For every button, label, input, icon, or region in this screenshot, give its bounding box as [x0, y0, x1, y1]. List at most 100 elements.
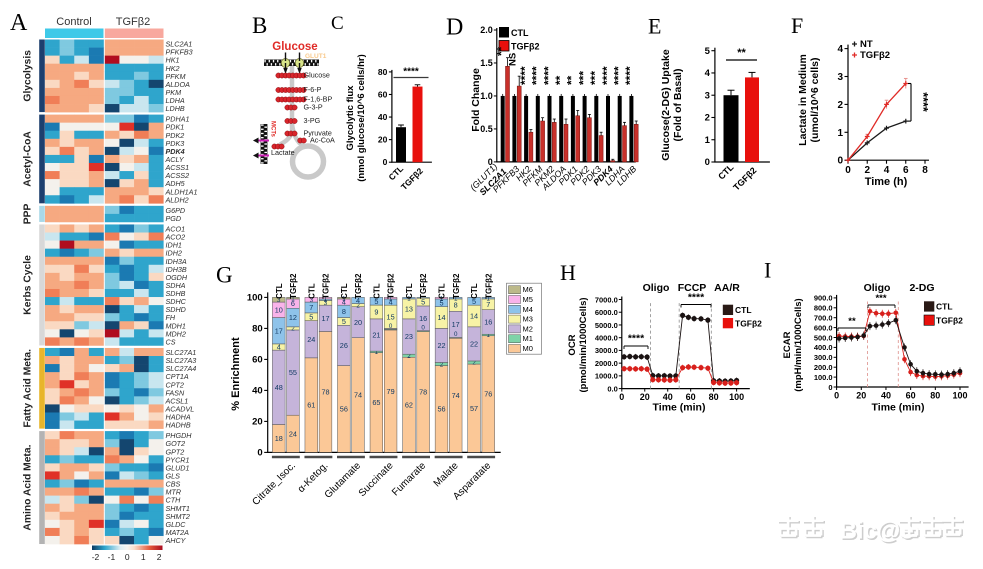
svg-text:FH: FH	[166, 313, 176, 322]
svg-text:MCTs: MCTs	[270, 121, 276, 138]
svg-text:48: 48	[275, 383, 283, 392]
svg-text:****: ****	[518, 66, 532, 85]
svg-text:Pyruvate: Pyruvate	[304, 129, 332, 138]
svg-text:SHMT2: SHMT2	[166, 512, 190, 521]
svg-text:TGFβ2: TGFβ2	[484, 273, 493, 299]
svg-text:4000.0: 4000.0	[595, 333, 618, 342]
svg-text:0: 0	[705, 157, 710, 168]
svg-text:PDK1: PDK1	[166, 123, 185, 132]
svg-text:CTL: CTL	[275, 283, 284, 299]
svg-text:D: D	[446, 15, 463, 41]
svg-text:61: 61	[307, 401, 315, 410]
svg-text:(umol/10^6 cells): (umol/10^6 cells)	[809, 58, 821, 143]
svg-text:TGFβ2: TGFβ2	[511, 42, 540, 52]
svg-text:0: 0	[389, 323, 393, 330]
svg-text:9: 9	[374, 308, 378, 317]
svg-text:PGD: PGD	[166, 214, 182, 223]
svg-text:M5: M5	[523, 295, 533, 304]
svg-text:SDHC: SDHC	[166, 297, 187, 306]
svg-text:AA/R: AA/R	[714, 282, 740, 294]
svg-text:8: 8	[922, 165, 928, 176]
svg-text:200.0: 200.0	[814, 363, 833, 372]
svg-text:PFKM: PFKM	[166, 72, 186, 81]
svg-text:SDHA: SDHA	[166, 281, 186, 290]
svg-text:M1: M1	[523, 334, 533, 343]
svg-text:1: 1	[324, 295, 328, 302]
svg-text:CBS: CBS	[166, 480, 181, 489]
svg-text:SLC27A3: SLC27A3	[166, 356, 197, 365]
svg-text:6: 6	[291, 299, 295, 308]
svg-text:0: 0	[125, 552, 130, 562]
svg-text:Time (h): Time (h)	[865, 176, 908, 188]
svg-text:2000.0: 2000.0	[595, 359, 618, 368]
svg-text:4: 4	[277, 343, 281, 352]
svg-text:0: 0	[257, 448, 262, 459]
svg-text:ALDH2: ALDH2	[165, 195, 189, 204]
svg-text:(mpH/min/1000Cells): (mpH/min/1000Cells)	[793, 298, 804, 391]
svg-text:TGFβ2: TGFβ2	[116, 16, 150, 28]
svg-text:17: 17	[275, 326, 283, 335]
svg-text:20: 20	[354, 318, 362, 327]
svg-text:ALDH1A1: ALDH1A1	[165, 187, 198, 196]
svg-text:M0: M0	[523, 344, 533, 353]
svg-text:SLC27A1: SLC27A1	[166, 348, 197, 357]
svg-text:CPT2: CPT2	[166, 380, 184, 389]
svg-text:****: ****	[688, 292, 705, 304]
svg-text:AHCY: AHCY	[165, 536, 187, 545]
svg-text:Acetyl-CoA: Acetyl-CoA	[23, 131, 34, 187]
svg-text:ECAR: ECAR	[782, 331, 793, 358]
svg-text:2: 2	[472, 360, 476, 367]
svg-text:80: 80	[709, 392, 719, 402]
svg-text:22: 22	[437, 341, 445, 350]
svg-text:ACSL1: ACSL1	[165, 396, 189, 405]
svg-text:56: 56	[340, 405, 348, 414]
svg-text:ACLY: ACLY	[165, 155, 185, 164]
svg-text:TGFβ2: TGFβ2	[289, 273, 298, 299]
svg-text:80: 80	[252, 324, 263, 335]
svg-text:1: 1	[375, 349, 379, 356]
svg-text:23: 23	[405, 332, 413, 341]
svg-text:900.0: 900.0	[814, 294, 833, 303]
svg-text:14: 14	[437, 313, 445, 322]
svg-text:HK1: HK1	[166, 56, 180, 65]
svg-text:A: A	[10, 10, 28, 36]
svg-text:CTL: CTL	[405, 283, 414, 299]
svg-text:****: ****	[600, 66, 614, 85]
svg-text:G: G	[216, 263, 233, 288]
svg-text:B: B	[252, 13, 267, 38]
svg-text:Time (min): Time (min)	[872, 402, 925, 414]
svg-text:6000.0: 6000.0	[595, 308, 618, 317]
svg-text:M2: M2	[523, 324, 533, 333]
svg-text:15: 15	[387, 312, 395, 321]
svg-text:F-1,6-BP: F-1,6-BP	[304, 95, 333, 104]
svg-text:1: 1	[705, 135, 711, 146]
svg-text:Fatty Acid Meta.: Fatty Acid Meta.	[23, 349, 34, 428]
svg-text:MDH1: MDH1	[166, 321, 186, 330]
svg-text:0.0: 0.0	[607, 384, 617, 393]
svg-text:GPT2: GPT2	[166, 447, 185, 456]
svg-text:40: 40	[663, 392, 673, 402]
svg-text:F-6-P: F-6-P	[304, 85, 322, 94]
svg-text:80: 80	[378, 67, 388, 77]
svg-text:5: 5	[421, 298, 425, 307]
svg-text:CTL: CTL	[936, 302, 953, 312]
svg-text:3: 3	[837, 72, 843, 83]
svg-text:1.0: 1.0	[480, 91, 493, 101]
svg-text:4: 4	[837, 44, 843, 55]
svg-text:26: 26	[340, 341, 348, 350]
svg-text:PYCR1: PYCR1	[166, 455, 190, 464]
svg-text:8: 8	[342, 307, 346, 316]
svg-text:55: 55	[289, 368, 297, 377]
svg-text:CTL: CTL	[438, 283, 447, 299]
svg-text:PFKFB3: PFKFB3	[166, 48, 193, 57]
svg-text:**: **	[737, 47, 746, 59]
svg-text:GLDC: GLDC	[166, 520, 187, 529]
svg-text:IDH1: IDH1	[166, 241, 182, 250]
svg-text:0: 0	[383, 157, 388, 167]
svg-text:TGFβ2: TGFβ2	[735, 319, 762, 329]
svg-text:ACO1: ACO1	[165, 225, 186, 234]
svg-text:2: 2	[864, 165, 870, 176]
svg-text:PDK3: PDK3	[166, 139, 185, 148]
svg-text:Glycolysis: Glycolysis	[23, 50, 34, 102]
svg-text:4: 4	[884, 165, 890, 176]
